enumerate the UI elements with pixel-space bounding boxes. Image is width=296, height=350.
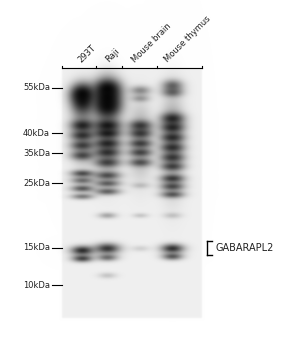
Text: 293T: 293T [76,43,97,64]
Text: 55kDa: 55kDa [23,84,50,92]
Text: 35kDa: 35kDa [23,148,50,158]
Text: 25kDa: 25kDa [23,178,50,188]
Text: GABARAPL2: GABARAPL2 [215,243,274,253]
Text: 40kDa: 40kDa [23,128,50,138]
Text: 15kDa: 15kDa [23,244,50,252]
Text: Mouse thymus: Mouse thymus [163,14,213,64]
Text: Raji: Raji [104,47,121,64]
Text: Mouse brain: Mouse brain [130,21,173,64]
Text: 10kDa: 10kDa [23,280,50,289]
